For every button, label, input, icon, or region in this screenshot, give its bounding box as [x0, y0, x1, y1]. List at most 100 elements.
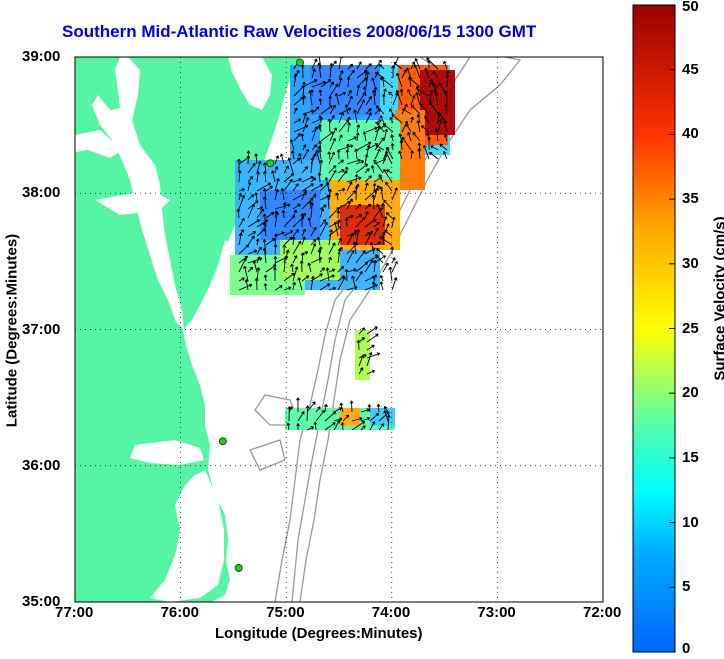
velocity-arrow: [371, 194, 376, 210]
velocity-arrow: [292, 240, 302, 255]
velocity-arrow: [337, 276, 346, 291]
velocity-arrow: [247, 194, 255, 201]
x-tick-label: 72:00: [583, 604, 622, 621]
velocity-arrow: [302, 81, 307, 97]
velocity-arrow: [352, 241, 357, 255]
velocity-arrow: [379, 77, 394, 88]
velocity-arrow: [373, 259, 378, 273]
velocity-arrow: [375, 254, 384, 264]
velocity-arrow: [373, 159, 384, 174]
velocity-arrow: [302, 117, 310, 133]
velocity-arrow: [316, 236, 321, 246]
velocity-arrow: [292, 203, 301, 210]
velocity-arrow: [430, 145, 439, 151]
velocity-arrow: [373, 86, 378, 97]
velocity-arrow: [301, 275, 310, 282]
velocity-arrow: [311, 144, 318, 151]
velocity-arrow: [329, 115, 335, 124]
velocity-arrow: [283, 256, 288, 273]
velocity-arrow: [328, 229, 334, 246]
velocity-arrow: [417, 142, 422, 151]
velocity-arrow: [243, 265, 249, 282]
velocity-arrow: [337, 170, 347, 183]
velocity-arrow: [337, 169, 345, 174]
velocity-arrow: [443, 134, 448, 142]
velocity-arrow: [373, 187, 379, 201]
velocity-arrow: [262, 222, 267, 237]
velocity-arrow: [274, 203, 291, 210]
velocity-arrow: [375, 105, 385, 115]
velocity-arrow: [373, 241, 382, 246]
velocity-arrow: [238, 244, 250, 255]
velocity-arrow: [381, 232, 386, 246]
velocity-arrow: [356, 84, 361, 97]
velocity-arrow: [345, 149, 350, 160]
velocity-arrow: [287, 406, 292, 422]
velocity-arrow: [247, 249, 258, 255]
velocity-arrow: [346, 232, 354, 246]
velocity-arrow: [379, 236, 393, 246]
velocity-arrow: [255, 238, 260, 246]
velocity-arrow: [438, 82, 448, 97]
velocity-arrow: [442, 151, 448, 160]
velocity-arrow: [247, 219, 260, 228]
velocity-arrow: [256, 171, 260, 183]
velocity-arrow: [356, 339, 361, 351]
velocity-arrow: [366, 326, 378, 335]
velocity-arrow: [391, 216, 396, 228]
velocity-arrow: [439, 143, 448, 151]
velocity-arrow: [315, 409, 325, 422]
velocity-arrow: [292, 178, 302, 183]
velocity-arrow: [376, 403, 381, 413]
velocity-arrow: [364, 190, 377, 201]
velocity-arrow: [347, 122, 352, 133]
velocity-arrow: [353, 109, 358, 124]
velocity-arrow: [274, 233, 278, 246]
velocity-arrow: [401, 69, 407, 79]
velocity-arrow: [346, 268, 357, 273]
velocity-arrow: [306, 426, 314, 431]
velocity-arrow: [356, 61, 362, 70]
velocity-arrow: [382, 154, 388, 165]
velocity-arrow: [286, 422, 291, 431]
velocity-arrow: [364, 230, 374, 246]
velocity-arrow: [337, 159, 344, 165]
velocity-arrow: [319, 221, 328, 237]
velocity-arrow: [355, 261, 369, 273]
colorbar-tick-label: 50: [682, 0, 699, 15]
velocity-arrow: [408, 77, 421, 88]
velocity-arrow: [338, 77, 343, 88]
velocity-arrow: [346, 76, 351, 88]
velocity-arrow: [318, 140, 323, 151]
velocity-arrow: [346, 198, 353, 210]
velocity-arrow: [373, 274, 378, 282]
velocity-arrow: [297, 411, 305, 422]
velocity-arrow: [398, 133, 403, 142]
colorbar-tick-label: 0: [682, 640, 691, 657]
velocity-arrow: [302, 79, 318, 88]
velocity-arrow: [358, 337, 365, 343]
y-axis-label: Latitude (Degrees:Minutes): [3, 233, 21, 428]
velocity-arrow: [354, 174, 359, 183]
x-tick-label: 77:00: [55, 604, 94, 621]
colorbar-tick-label: 15: [682, 448, 699, 466]
velocity-arrow: [318, 149, 322, 160]
velocity-arrow: [445, 73, 450, 88]
velocity-arrow: [271, 170, 276, 183]
velocity-arrow: [256, 256, 261, 264]
velocity-arrow: [354, 148, 359, 160]
velocity-arrow: [364, 175, 372, 183]
velocity-arrow: [378, 64, 385, 70]
velocity-arrow: [265, 185, 273, 192]
velocity-arrow: [292, 281, 297, 291]
velocity-arrow: [238, 277, 245, 282]
velocity-arrow: [424, 67, 430, 79]
velocity-arrow: [389, 108, 394, 115]
velocity-arrow: [296, 423, 300, 431]
velocity-arrow: [428, 78, 434, 88]
velocity-arrow: [310, 238, 317, 246]
velocity-arrow: [355, 160, 365, 165]
velocity-arrow: [383, 410, 389, 422]
velocity-arrow: [376, 247, 384, 255]
